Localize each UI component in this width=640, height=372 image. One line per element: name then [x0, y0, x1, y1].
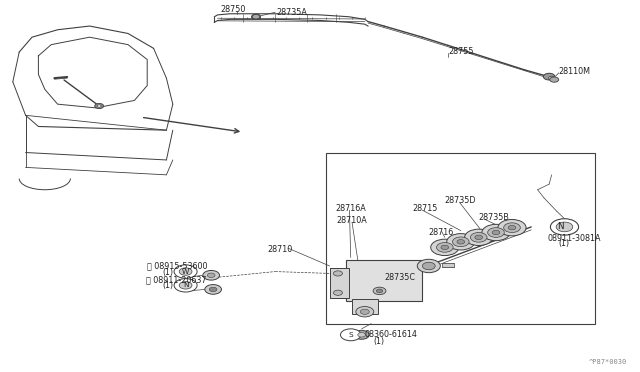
Text: 28755: 28755 [448, 47, 474, 56]
Text: (1): (1) [559, 239, 570, 248]
Circle shape [508, 225, 516, 230]
Circle shape [482, 224, 510, 241]
Circle shape [354, 330, 369, 339]
Text: 28735B: 28735B [479, 213, 509, 222]
Text: (1): (1) [162, 268, 173, 277]
Text: W: W [182, 269, 189, 275]
Text: 08360-61614: 08360-61614 [365, 330, 418, 339]
Bar [326, 153, 595, 324]
Circle shape [543, 73, 555, 80]
Circle shape [174, 279, 197, 292]
Circle shape [492, 230, 500, 235]
Circle shape [356, 307, 374, 317]
Circle shape [95, 103, 104, 109]
Circle shape [556, 222, 573, 232]
Text: 28716: 28716 [429, 228, 454, 237]
Text: 28710: 28710 [268, 245, 292, 254]
Circle shape [548, 76, 555, 80]
Circle shape [179, 282, 192, 289]
Text: (1): (1) [162, 281, 173, 290]
Circle shape [470, 232, 487, 242]
Text: 28715: 28715 [413, 204, 438, 213]
Circle shape [209, 287, 217, 292]
Bar [442, 263, 454, 267]
Text: N: N [183, 282, 188, 288]
Circle shape [417, 259, 440, 273]
Circle shape [436, 243, 453, 252]
Bar [330, 268, 349, 298]
Circle shape [488, 228, 504, 237]
Circle shape [431, 239, 459, 256]
Circle shape [333, 271, 342, 276]
Circle shape [376, 289, 383, 293]
FancyBboxPatch shape [346, 260, 422, 301]
Circle shape [550, 77, 559, 82]
Circle shape [452, 237, 469, 247]
Circle shape [504, 223, 520, 232]
Circle shape [447, 234, 475, 250]
Text: 28710A: 28710A [337, 216, 367, 225]
Circle shape [97, 105, 101, 107]
Circle shape [203, 270, 220, 280]
Circle shape [174, 265, 197, 278]
Circle shape [340, 329, 361, 341]
Text: 28750: 28750 [221, 5, 246, 14]
Circle shape [373, 287, 386, 295]
FancyBboxPatch shape [352, 299, 378, 314]
Circle shape [358, 333, 365, 337]
Text: S: S [348, 332, 353, 338]
Circle shape [441, 245, 449, 250]
Circle shape [550, 219, 579, 235]
Text: N: N [557, 222, 564, 231]
Circle shape [465, 229, 493, 246]
Circle shape [475, 235, 483, 240]
Text: 28735C: 28735C [384, 273, 415, 282]
Text: 08911-3081A: 08911-3081A [547, 234, 601, 243]
Text: 28716A: 28716A [335, 204, 366, 213]
Circle shape [360, 309, 369, 314]
Circle shape [252, 15, 260, 19]
Circle shape [498, 219, 526, 236]
Circle shape [207, 273, 215, 278]
Circle shape [457, 240, 465, 244]
Circle shape [333, 290, 342, 295]
Text: (1): (1) [373, 337, 384, 346]
Text: ^P87*0030: ^P87*0030 [589, 359, 627, 365]
Text: 28110M: 28110M [559, 67, 591, 76]
Text: 28735A: 28735A [276, 8, 307, 17]
Circle shape [179, 268, 192, 275]
Circle shape [205, 285, 221, 294]
Text: 28735D: 28735D [445, 196, 476, 205]
Text: Ⓝ 08911-20637: Ⓝ 08911-20637 [146, 275, 207, 284]
Text: Ⓦ 08915-53600: Ⓦ 08915-53600 [147, 262, 208, 270]
Circle shape [422, 262, 435, 270]
Circle shape [252, 14, 260, 19]
